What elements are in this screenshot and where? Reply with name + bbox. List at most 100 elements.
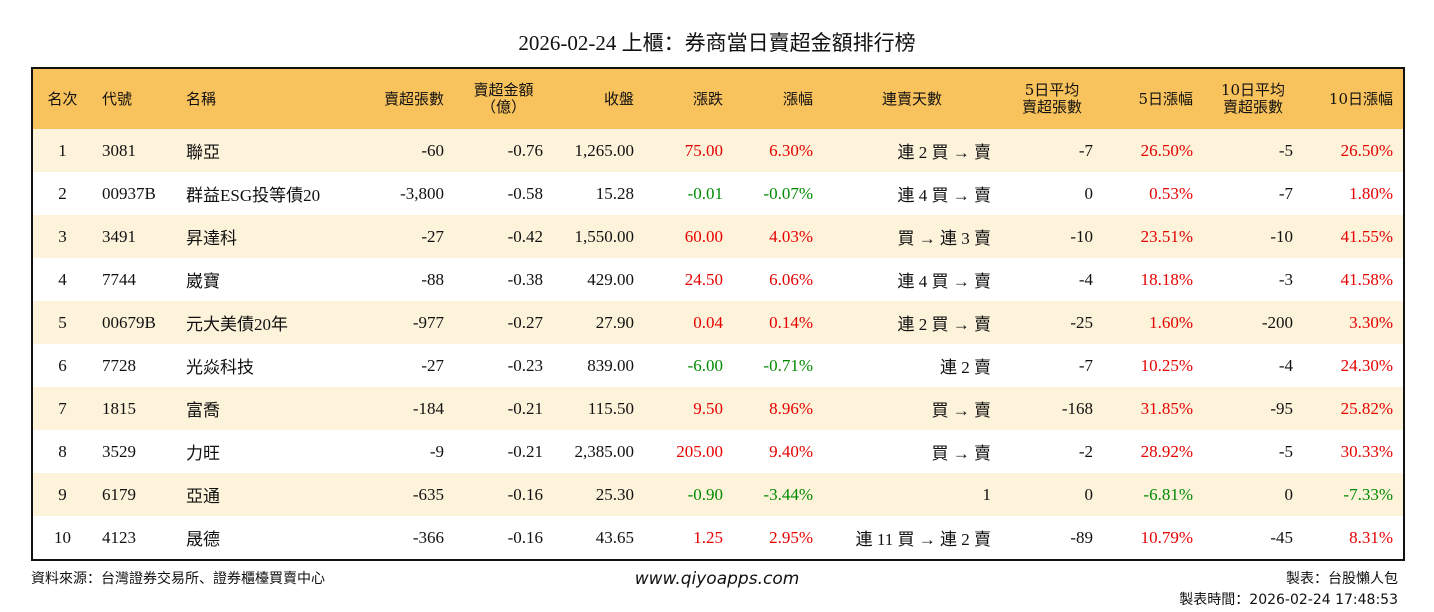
table-row: 10 4123 晟德 -366 -0.16 43.65 1.25 2.95% 連 11 買 → …	[32, 516, 1404, 560]
table-cell: -7	[1278, 183, 1293, 203]
table-cell: 10	[54, 527, 71, 547]
table-cell: 205.00	[676, 441, 723, 461]
table-cell: -3,800	[400, 183, 444, 203]
table-cell: 75.00	[684, 140, 723, 160]
column-header: 5日平均 賣超張數	[1021, 81, 1082, 116]
table-cell: 連 2 賣	[940, 358, 991, 377]
table-cell: -7	[1078, 355, 1093, 375]
table-cell: 1815	[102, 398, 136, 418]
header-row: 名次 代號 名稱 賣超張數 賣超金額 （億） 收盤 漲跌 漲幅 連賣天數 5日平均 賣超張數 5日漲…	[32, 68, 1404, 129]
table-cell: 8.96%	[769, 398, 813, 418]
table-cell: 28.92%	[1140, 441, 1193, 461]
table-cell: -60	[421, 140, 444, 160]
table-row: 1 3081 聯亞 -60 -0.76 1,265.00 75.00 6.30% 連 2 買 →…	[32, 129, 1404, 172]
table-cell: 31.85%	[1140, 398, 1193, 418]
table-cell: 1,265.00	[574, 140, 635, 160]
column-header: 收盤	[603, 89, 634, 108]
table-cell: -7	[1078, 140, 1093, 160]
table-cell: 24.50	[684, 269, 723, 289]
table-cell: -366	[412, 527, 444, 547]
table-cell: 6179	[102, 484, 136, 504]
table-cell: 0.04	[693, 312, 723, 332]
table-cell: 9	[58, 484, 67, 504]
table-cell: 買 → 賣	[931, 444, 992, 463]
table-cell: -184	[412, 398, 444, 418]
table-cell: -0.38	[507, 269, 543, 289]
column-header: 賣超張數	[383, 89, 444, 108]
table-cell: 1	[982, 484, 992, 504]
table-cell: -45	[1270, 527, 1293, 547]
table-cell: 連 4 買 → 賣	[897, 186, 992, 205]
table-cell: -0.07%	[763, 183, 813, 203]
table-cell: -6.81%	[1143, 484, 1193, 504]
table-cell: -9	[429, 441, 444, 461]
table-row: 5 00679B 元大美債20年 -977 -0.27 27.90 0.04 0.14% 連 2…	[32, 301, 1404, 344]
table-cell: -977	[412, 312, 444, 332]
table-cell: 24.30%	[1340, 355, 1393, 375]
table-cell: 839.00	[587, 355, 634, 375]
table-cell: 0	[1084, 484, 1094, 504]
table-cell: 0.14%	[769, 312, 813, 332]
table-cell: 429.00	[587, 269, 634, 289]
table-cell: 25.30	[595, 484, 634, 504]
table-cell: -0.27	[507, 312, 543, 332]
table-cell: -0.90	[687, 484, 723, 504]
table-cell: -635	[412, 484, 444, 504]
table-cell: 晟德	[186, 530, 220, 549]
table-cell: 41.58%	[1340, 269, 1393, 289]
table-cell: -6.00	[687, 355, 723, 375]
table-cell: -0.01	[687, 183, 723, 203]
table-cell: 3.30%	[1349, 312, 1393, 332]
table-row: 7 1815 富喬 -184 -0.21 115.50 9.50 8.96% 買 → 賣 -168…	[32, 387, 1404, 430]
table-cell: 00937B	[102, 183, 156, 203]
column-header: 5日漲幅	[1138, 89, 1193, 108]
table-cell: 10.79%	[1140, 527, 1193, 547]
table-cell: 3	[58, 226, 67, 246]
table-cell: -4	[1278, 355, 1293, 375]
column-header: 賣超金額 （億）	[473, 81, 534, 116]
column-header: 漲幅	[782, 89, 813, 108]
table-cell: 30.33%	[1340, 441, 1393, 461]
table-cell: 7744	[102, 269, 136, 289]
table-cell: -0.16	[507, 527, 543, 547]
table-cell: 0.53%	[1149, 183, 1193, 203]
ranking-table: 名次 代號 名稱 賣超張數 賣超金額 （億） 收盤 漲跌 漲幅 連賣天數 5日平均 賣超張數 5日漲…	[31, 67, 1405, 561]
table-row: 6 7728 光焱科技 -27 -0.23 839.00 -6.00 -0.71% 連 2 賣 -…	[32, 344, 1404, 387]
table-cell: -3.44%	[763, 484, 813, 504]
table-cell: 26.50%	[1340, 140, 1393, 160]
table-cell: -89	[1070, 527, 1093, 547]
author: 製表：台股懶人包	[1286, 571, 1398, 587]
table-cell: -5	[1278, 441, 1293, 461]
table-cell: 00679B	[102, 312, 156, 332]
table-cell: 2,385.00	[574, 441, 635, 461]
table-cell: 1.25	[693, 527, 723, 547]
table-cell: 15.28	[595, 183, 634, 203]
table-cell: 8.31%	[1349, 527, 1393, 547]
title: 2026-02-24 上櫃：券商當日賣超金額排行榜	[518, 31, 916, 55]
table-cell: 群益ESG投等債20	[186, 186, 321, 205]
table-cell: 聯亞	[186, 143, 220, 162]
table-cell: -27	[421, 226, 444, 246]
table-cell: -25	[1070, 312, 1093, 332]
table-cell: -0.58	[507, 183, 543, 203]
table-cell: 27.90	[595, 312, 634, 332]
table-cell: -5	[1278, 140, 1293, 160]
column-header: 連賣天數	[881, 89, 942, 108]
table-cell: -0.76	[507, 140, 543, 160]
table-cell: 6	[58, 355, 67, 375]
table-cell: 4123	[102, 527, 136, 547]
column-header: 10日漲幅	[1328, 89, 1393, 108]
table-cell: -10	[1070, 226, 1093, 246]
column-header: 名次	[47, 89, 78, 108]
table-cell: 亞通	[186, 487, 220, 506]
table-cell: 1.60%	[1149, 312, 1193, 332]
table-cell: 3491	[102, 226, 136, 246]
table-body: 1 3081 聯亞 -60 -0.76 1,265.00 75.00 6.30% 連 2 買 →…	[32, 129, 1404, 560]
table-cell: 2.95%	[769, 527, 813, 547]
table-cell: 4	[58, 269, 67, 289]
table-row: 4 7744 崴寶 -88 -0.38 429.00 24.50 6.06% 連 4 買 → 賣…	[32, 258, 1404, 301]
table-cell: 1,550.00	[574, 226, 635, 246]
table-cell: -88	[421, 269, 444, 289]
table-cell: 43.65	[595, 527, 634, 547]
